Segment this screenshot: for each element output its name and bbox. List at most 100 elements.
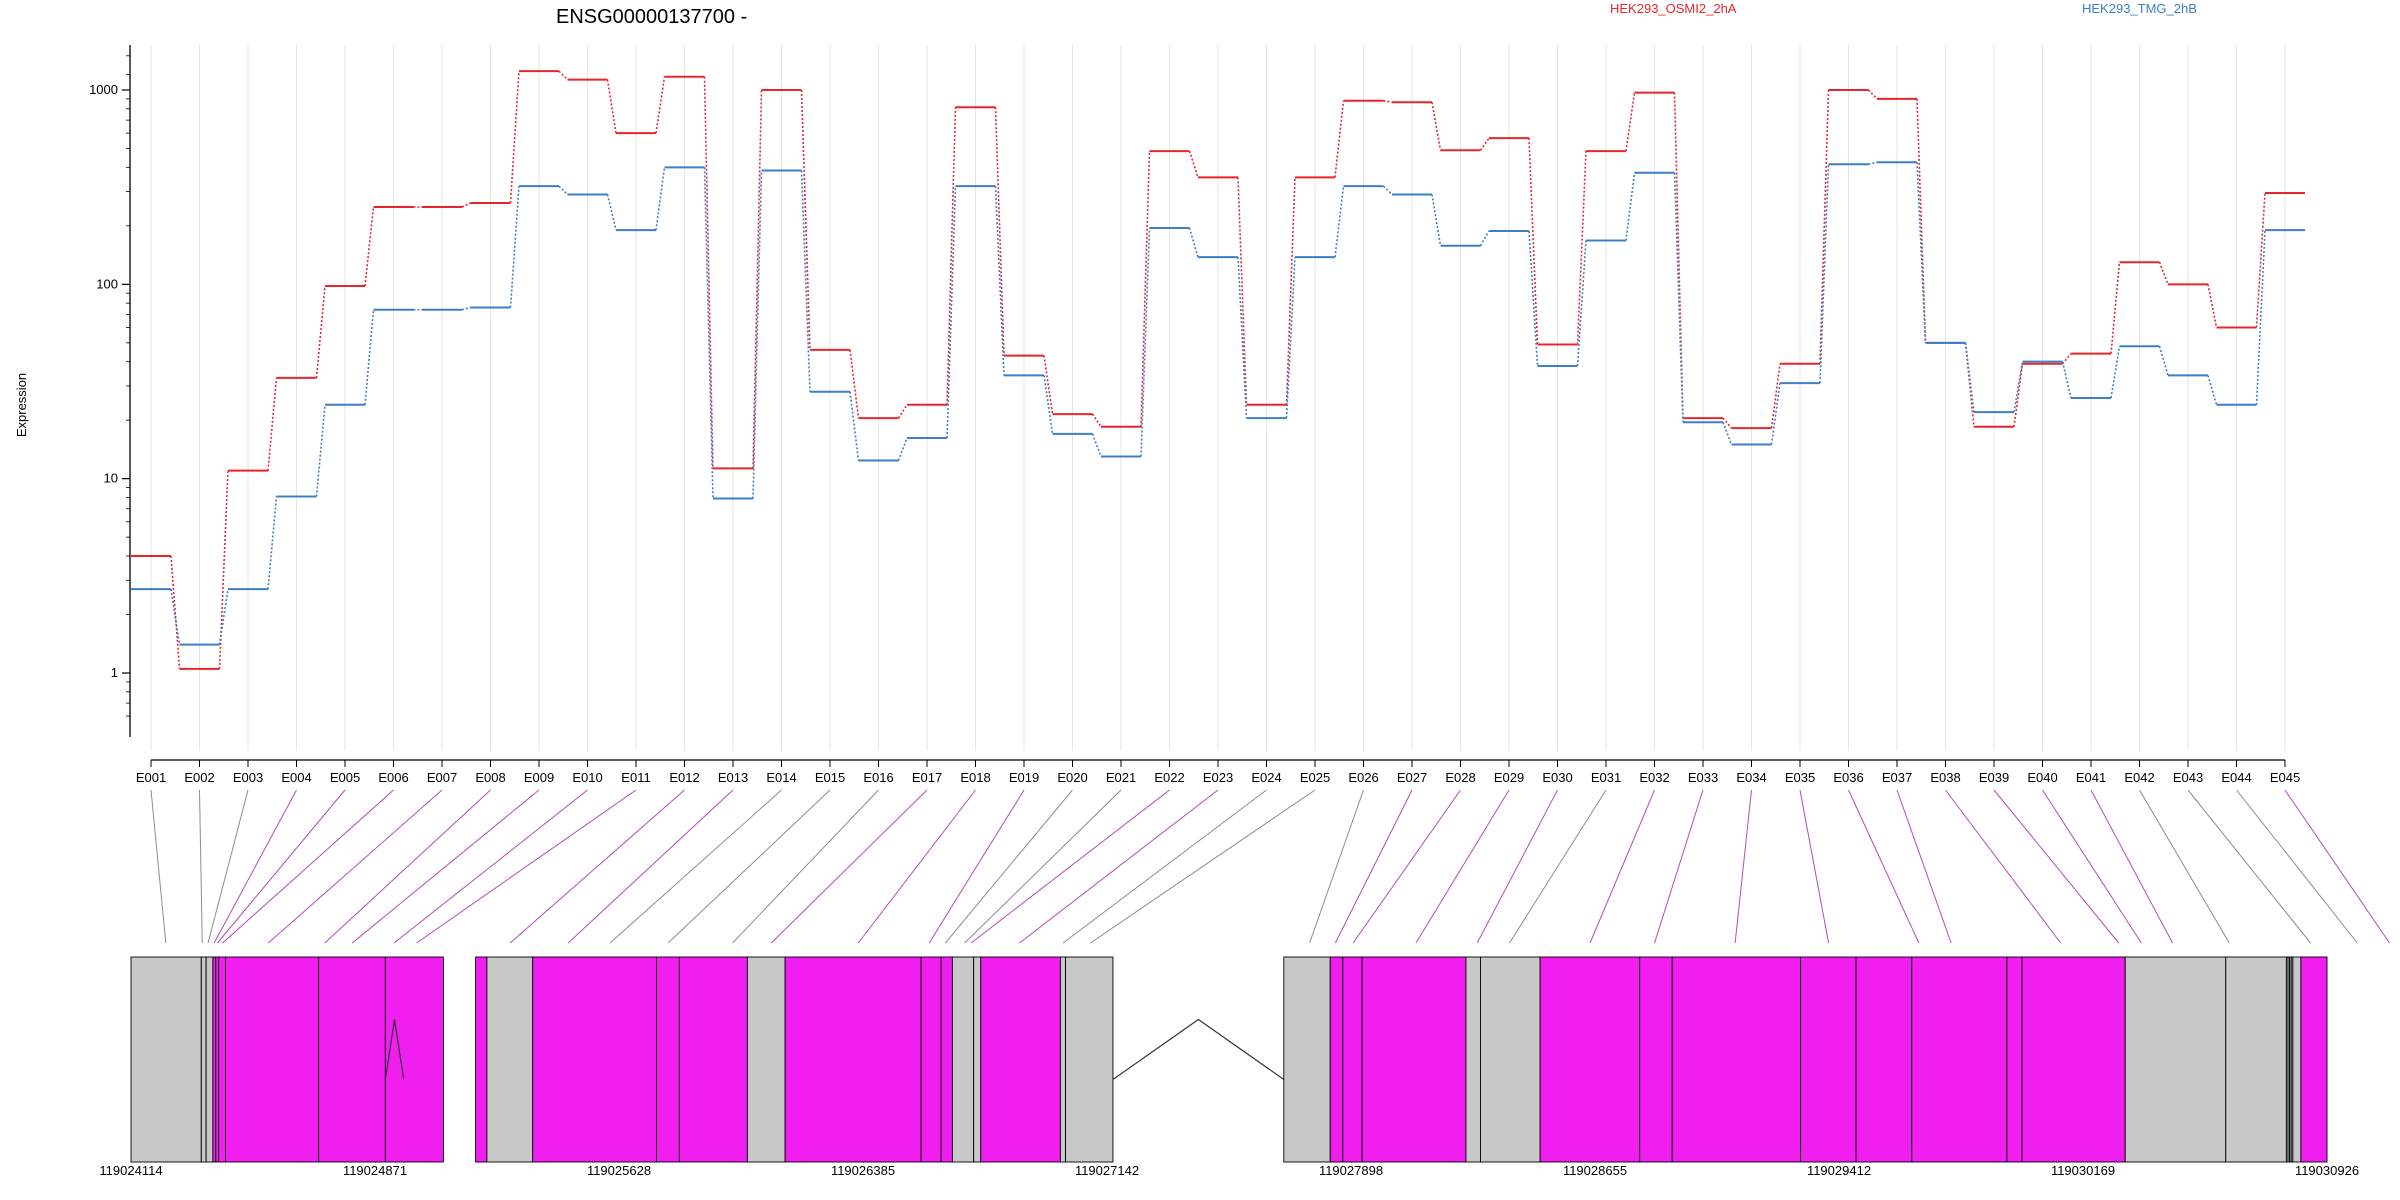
- y-tick-label: 1000: [89, 82, 118, 97]
- series-a: [131, 70, 2305, 670]
- data-connector: [703, 167, 714, 499]
- data-connector: [1528, 231, 1539, 367]
- data-connector: [461, 306, 471, 311]
- exon-block: [678, 956, 748, 1163]
- data-connector: [800, 89, 811, 350]
- exon-connector: [1415, 789, 1510, 944]
- exon-block: [1361, 956, 1467, 1163]
- coordinate-label: 119030926: [2295, 1163, 2359, 1178]
- x-tick-label: E044: [2221, 770, 2251, 785]
- exon-block: [205, 956, 214, 1163]
- coordinate-label: 119024871: [343, 1163, 407, 1178]
- exon-block: [225, 956, 320, 1163]
- data-connector: [364, 206, 375, 287]
- data-connector: [606, 79, 617, 134]
- x-tick-label: E004: [281, 770, 311, 785]
- data-connector: [267, 377, 278, 471]
- exon-connector: [1334, 789, 1413, 944]
- genomic-coordinate-axis: 119024114 119024871 119025628 119026385 1190…: [99, 1163, 2359, 1178]
- x-tick-label: E027: [1397, 770, 1427, 785]
- data-connector: [2207, 284, 2218, 328]
- data-connector: [2013, 361, 2024, 413]
- x-tick-label: E032: [1639, 770, 1669, 785]
- exon-connector: [207, 789, 249, 944]
- vertical-gridlines: [150, 45, 2286, 751]
- data-connector: [2158, 346, 2169, 376]
- data-connector: [994, 186, 1005, 376]
- data-connector: [2255, 192, 2266, 328]
- data-connector: [1576, 240, 1587, 367]
- data-connector: [2110, 346, 2121, 399]
- exon-connector: [1799, 789, 1830, 944]
- exon-connector: [1090, 789, 1316, 944]
- exon-block: [532, 956, 657, 1163]
- series-layer: [131, 70, 2305, 670]
- data-connector: [1916, 162, 1927, 343]
- x-tick-label: E029: [1494, 770, 1524, 785]
- exon-connector: [1019, 789, 1219, 944]
- exon-connector: [928, 789, 1025, 944]
- exon-block: [130, 956, 202, 1163]
- exon-connector: [857, 789, 976, 944]
- data-connector: [1722, 422, 1733, 445]
- exon-connector: [268, 789, 443, 944]
- exon-connector: [1476, 789, 1558, 944]
- x-tick-label: E038: [1930, 770, 1960, 785]
- x-tick-label: E025: [1300, 770, 1330, 785]
- x-tick-label: E003: [233, 770, 263, 785]
- intron-line: [384, 1019, 405, 1080]
- exon-connector: [199, 789, 203, 944]
- gene-model: [130, 956, 2328, 1163]
- exon-block: [1059, 956, 1067, 1163]
- exon-connector: [1896, 789, 1952, 944]
- exon-connector: [667, 789, 831, 944]
- exon-connector: [217, 789, 346, 944]
- exon-connector: [1352, 789, 1461, 944]
- exon-connector: [1309, 789, 1364, 944]
- data-connector: [1673, 172, 1684, 423]
- data-connector: [1383, 100, 1393, 104]
- data-connector: [1140, 227, 1151, 457]
- x-axis: E001 E002 E003 E004 E005 E006 E007 E008 E009 E010…: [136, 759, 2300, 785]
- data-connector: [1091, 433, 1102, 457]
- data-connector: [1479, 137, 1490, 151]
- chart-title: ENSG00000137700 -: [556, 6, 747, 28]
- exon-connector: [416, 789, 637, 944]
- exon-connector: [2090, 789, 2174, 944]
- x-tick-label: E022: [1154, 770, 1184, 785]
- data-connector: [2061, 353, 2072, 365]
- data-connector: [1528, 138, 1539, 345]
- exon-connector: [1589, 789, 1655, 944]
- x-tick-label: E016: [863, 770, 893, 785]
- data-connector: [849, 349, 860, 419]
- exon-block: [1342, 956, 1363, 1163]
- x-tick-label: E039: [1979, 770, 2009, 785]
- data-connector: [558, 70, 569, 81]
- exon-connector: [567, 789, 734, 944]
- data-connector: [946, 107, 957, 405]
- y-tick-label: 1: [111, 665, 118, 680]
- exon-block: [218, 956, 226, 1163]
- y-axis: 1 10 100 1000: [89, 45, 131, 737]
- data-connector: [1770, 363, 1781, 429]
- x-tick-label: E014: [766, 770, 796, 785]
- data-connector: [1916, 98, 1927, 343]
- exon-connector: [213, 789, 297, 944]
- data-connector: [1188, 150, 1199, 178]
- exon-block: [2300, 956, 2328, 1163]
- exon-block: [200, 956, 207, 1163]
- x-tick-label: E037: [1882, 770, 1912, 785]
- x-tick-label: E010: [572, 770, 602, 785]
- data-connector: [1091, 413, 1102, 428]
- x-tick-label: E017: [912, 770, 942, 785]
- data-connector: [1431, 194, 1442, 246]
- data-connector: [1625, 92, 1636, 152]
- data-connector: [1625, 172, 1636, 241]
- exon-block: [940, 956, 953, 1163]
- data-connector: [558, 185, 569, 196]
- data-connector: [2013, 363, 2024, 427]
- exon-connector: [732, 789, 879, 944]
- coordinate-label: 119027898: [1319, 1163, 1383, 1178]
- exon-block: [1911, 956, 2008, 1163]
